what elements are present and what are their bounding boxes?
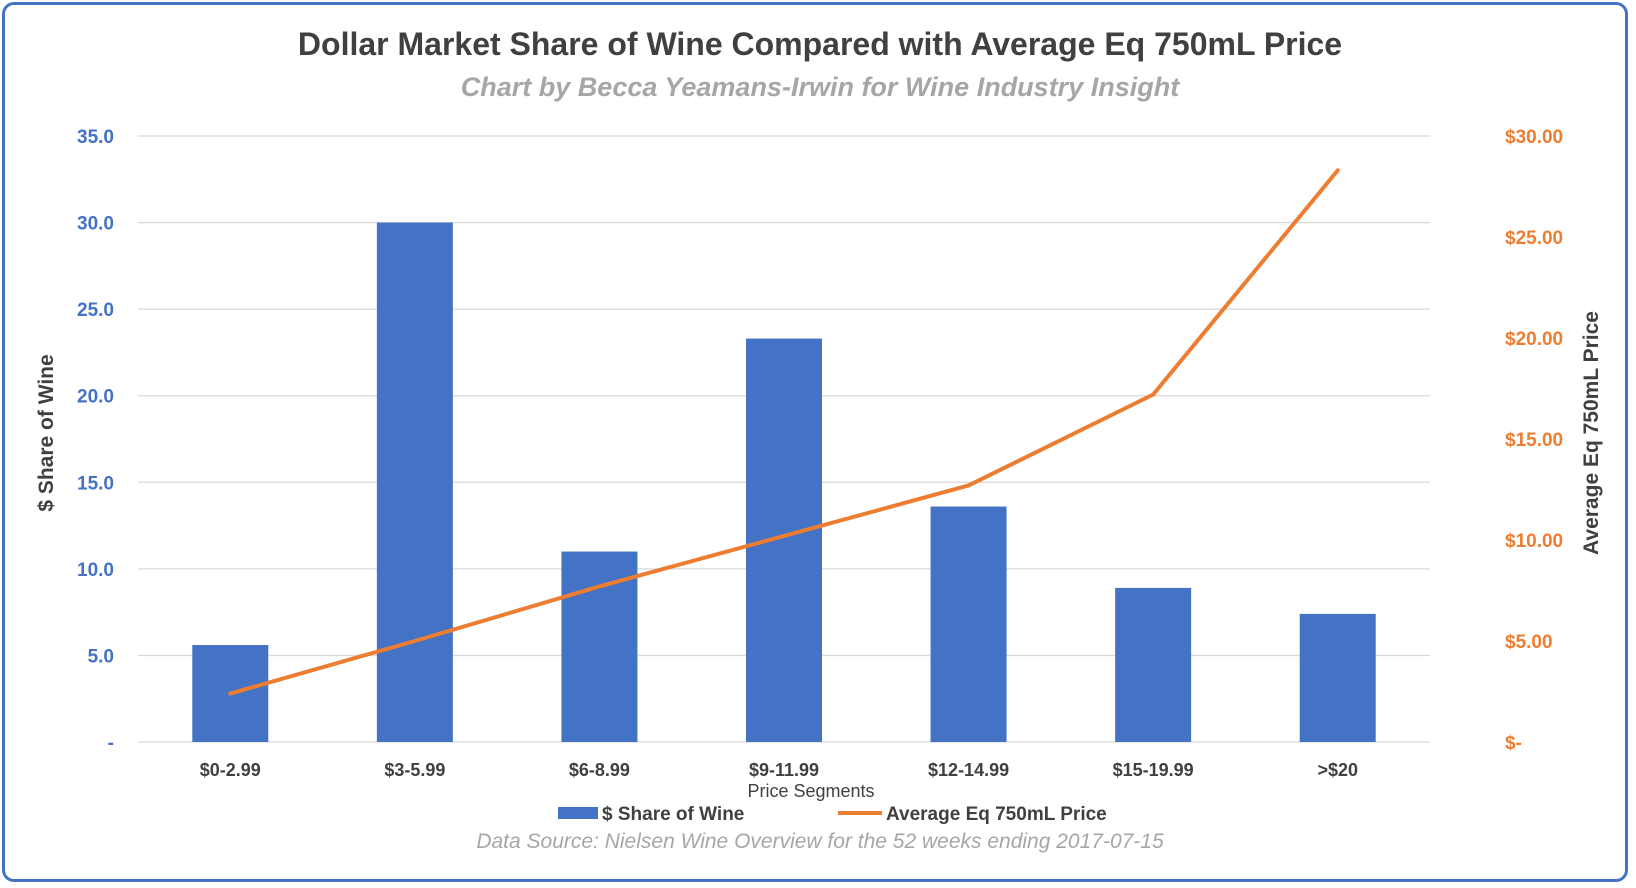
right-tick-label: $5.00 [1505,632,1553,653]
x-axis-ticks: $0-2.99 $3-5.99 $6-8.99 $9-11.99 $12-14.99 $1… [200,760,1358,780]
x-tick-label: >$20 [1317,760,1358,780]
bar [1115,587,1192,742]
price-line [228,168,1340,696]
x-tick-label: $6-8.99 [569,760,630,780]
right-tick-label: $20.00 [1505,329,1563,350]
right-tick-label: $15.00 [1505,430,1563,451]
bar [746,338,822,742]
legend-label-line: Average Eq 750mL Price [886,804,1107,825]
bar-series [192,222,1376,743]
right-tick-label: $- [1505,733,1522,754]
chart-title: Dollar Market Share of Wine Compared wit… [298,26,1342,62]
left-tick-label: - [108,733,114,754]
bar [1299,613,1376,742]
left-tick-label: 5.0 [88,646,114,667]
x-tick-label: $9-11.99 [749,760,819,780]
x-tick-label: $15-19.99 [1113,760,1194,780]
legend: $ Share of Wine Average Eq 750mL Price [558,804,1107,825]
data-source-note: Data Source: Nielsen Wine Overview for t… [476,830,1164,853]
right-tick-label: $10.00 [1505,531,1563,552]
x-axis-title: Price Segments [747,781,874,801]
left-axis-ticks: - 5.0 10.0 15.0 20.0 25.0 30.0 35.0 [77,127,114,754]
left-tick-label: 35.0 [77,127,114,148]
legend-swatch-bar [558,807,598,819]
left-tick-label: 20.0 [77,387,114,408]
chart-canvas: Dollar Market Share of Wine Compared wit… [35,26,1603,853]
right-axis-title: Average Eq 750mL Price [1580,311,1603,555]
left-axis-title: $ Share of Wine [35,354,58,511]
left-tick-label: 10.0 [77,560,114,581]
right-tick-label: $25.00 [1505,228,1563,249]
bar [376,222,453,743]
x-tick-label: $12-14.99 [928,760,1009,780]
left-tick-label: 25.0 [77,300,114,321]
chart-subtitle: Chart by Becca Yeamans-Irwin for Wine In… [461,72,1180,102]
x-tick-label: $3-5.99 [384,760,445,780]
line-series [228,168,1340,696]
right-axis-ticks: $- $5.00 $10.00 $15.00 $20.00 $25.00 $30.00 [1505,127,1563,754]
left-tick-label: 30.0 [77,214,114,235]
x-tick-label: $0-2.99 [200,760,261,780]
left-tick-label: 15.0 [77,473,114,494]
bar [561,551,638,742]
right-tick-label: $30.00 [1505,127,1563,148]
legend-label-bar: $ Share of Wine [602,804,744,825]
bar [930,506,1007,742]
